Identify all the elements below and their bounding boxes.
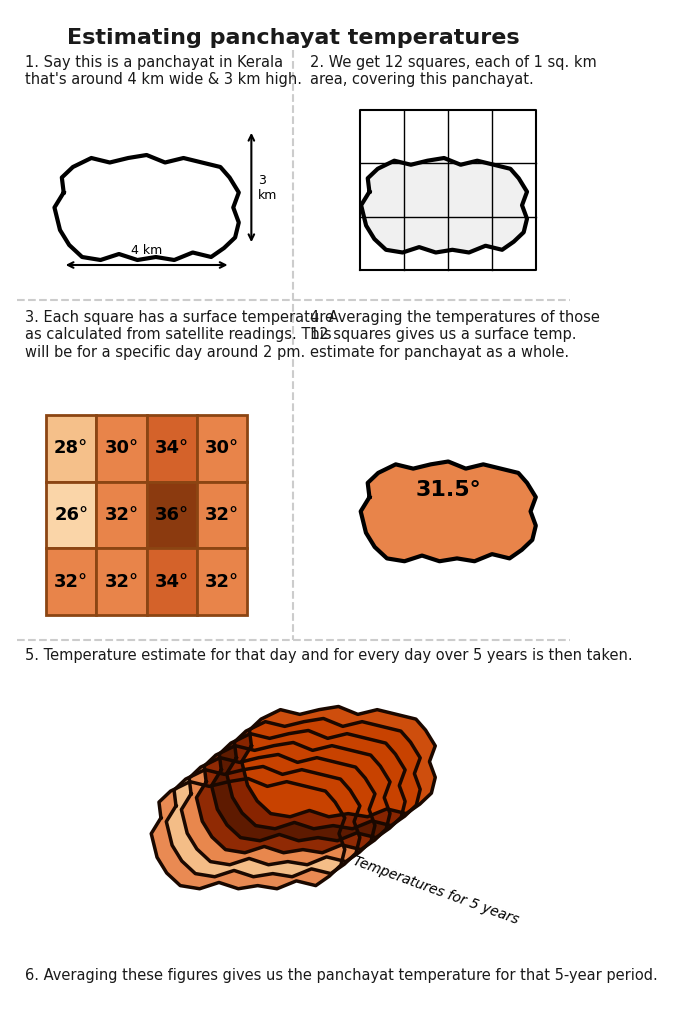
Text: Estimating panchayat temperatures: Estimating panchayat temperatures	[67, 28, 519, 48]
Bar	[197, 482, 247, 548]
Polygon shape	[167, 767, 360, 877]
Text: Temperatures for 5 years: Temperatures for 5 years	[351, 853, 521, 926]
Text: 36°: 36°	[155, 506, 189, 524]
Polygon shape	[361, 158, 527, 252]
Text: 6. Averaging these figures gives us the panchayat temperature for that 5-year pe: 6. Averaging these figures gives us the …	[25, 968, 658, 983]
Text: 32°: 32°	[104, 573, 139, 591]
Polygon shape	[151, 779, 345, 889]
Bar	[46, 482, 97, 548]
Text: 32°: 32°	[54, 573, 88, 591]
Text: 32°: 32°	[205, 573, 239, 591]
Text: 28°: 28°	[54, 439, 88, 458]
Bar	[197, 548, 247, 615]
Text: 26°: 26°	[54, 506, 88, 524]
Text: 32°: 32°	[104, 506, 139, 524]
Polygon shape	[64, 465, 220, 553]
Text: 2. We get 12 squares, each of 1 sq. km
area, covering this panchayat.: 2. We get 12 squares, each of 1 sq. km a…	[310, 55, 597, 88]
Text: 32°: 32°	[205, 506, 239, 524]
Text: 3
km: 3 km	[258, 174, 277, 202]
Text: 31.5°: 31.5°	[415, 480, 481, 500]
Polygon shape	[181, 754, 375, 865]
Text: 3. Each square has a surface temperature
as calculated from satellite readings. : 3. Each square has a surface temperature…	[25, 310, 334, 360]
Text: 34°: 34°	[155, 573, 189, 591]
Bar	[46, 548, 97, 615]
Text: 30°: 30°	[104, 439, 139, 458]
Bar	[97, 548, 146, 615]
Polygon shape	[211, 730, 405, 840]
Bar	[97, 415, 146, 482]
Polygon shape	[227, 718, 420, 829]
Bar	[146, 482, 197, 548]
Bar	[146, 548, 197, 615]
Bar	[146, 415, 197, 482]
Text: 4. Averaging the temperatures of those
12 squares gives us a surface temp.
estim: 4. Averaging the temperatures of those 1…	[310, 310, 600, 360]
Bar	[197, 415, 247, 482]
Polygon shape	[241, 707, 435, 817]
Text: 4 km: 4 km	[131, 244, 162, 257]
Bar	[46, 415, 97, 482]
Text: 30°: 30°	[205, 439, 239, 458]
Bar	[97, 482, 146, 548]
Polygon shape	[55, 155, 239, 260]
Polygon shape	[197, 742, 390, 852]
Text: 5. Temperature estimate for that day and for every day over 5 years is then take: 5. Temperature estimate for that day and…	[25, 648, 633, 663]
Text: 34°: 34°	[155, 439, 189, 458]
Polygon shape	[360, 462, 536, 562]
Text: 1. Say this is a panchayat in Kerala
that's around 4 km wide & 3 km high.: 1. Say this is a panchayat in Kerala tha…	[25, 55, 302, 88]
